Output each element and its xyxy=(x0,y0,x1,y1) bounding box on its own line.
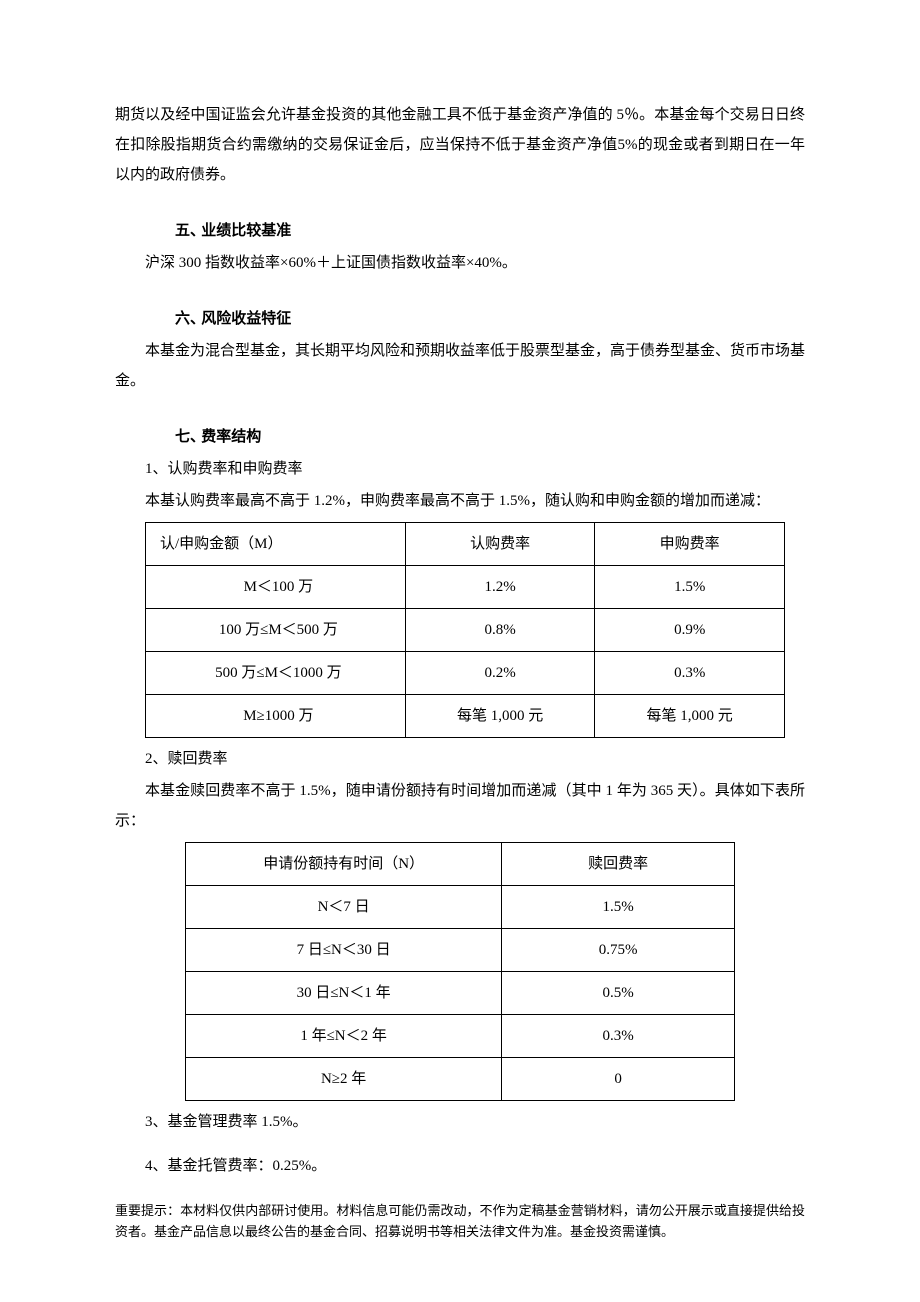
fee-item-2-body: 本基金赎回费率不高于 1.5%，随申请份额持有时间增加而递减（其中 1 年为 3… xyxy=(115,776,805,836)
spacer xyxy=(115,1139,805,1149)
subscription-fee-table: 认/申购金额（M） 认购费率 申购费率 M＜100 万 1.2% 1.5% 10… xyxy=(145,522,785,738)
t2-r4-c1: 1 年≤N＜2 年 xyxy=(186,1015,502,1058)
t1-r1-c2: 1.2% xyxy=(405,566,595,609)
section-7-head: 七、 费率结构 xyxy=(115,422,805,452)
t2-r4-c2: 0.3% xyxy=(502,1015,735,1058)
t2-r3-c2: 0.5% xyxy=(502,972,735,1015)
t2-r2-c1: 7 日≤N＜30 日 xyxy=(186,929,502,972)
t2-r3-c1: 30 日≤N＜1 年 xyxy=(186,972,502,1015)
table-row: 500 万≤M＜1000 万 0.2% 0.3% xyxy=(146,652,785,695)
table-row: 认/申购金额（M） 认购费率 申购费率 xyxy=(146,523,785,566)
table-row: 1 年≤N＜2 年 0.3% xyxy=(186,1015,735,1058)
table-row: 100 万≤M＜500 万 0.8% 0.9% xyxy=(146,609,785,652)
t1-head-c2: 认购费率 xyxy=(405,523,595,566)
t1-r4-c2: 每笔 1,000 元 xyxy=(405,695,595,738)
t1-r3-c1: 500 万≤M＜1000 万 xyxy=(146,652,406,695)
section-5-title: 业绩比较基准 xyxy=(201,223,291,239)
t1-r4-c3: 每笔 1,000 元 xyxy=(595,695,785,738)
fee-item-1-body: 本基认购费率最高不高于 1.2%，申购费率最高不高于 1.5%，随认购和申购金额… xyxy=(115,486,805,516)
t1-r2-c2: 0.8% xyxy=(405,609,595,652)
footer-disclaimer: 重要提示：本材料仅供内部研讨使用。材料信息可能仍需改动，不作为定稿基金营销材料，… xyxy=(115,1201,805,1243)
section-6-body: 本基金为混合型基金，其长期平均风险和预期收益率低于股票型基金，高于债券型基金、货… xyxy=(115,336,805,396)
table-row: M≥1000 万 每笔 1,000 元 每笔 1,000 元 xyxy=(146,695,785,738)
t1-r4-c1: M≥1000 万 xyxy=(146,695,406,738)
t1-r3-c3: 0.3% xyxy=(595,652,785,695)
fee-item-3-label: 3、基金管理费率 1.5%。 xyxy=(115,1107,805,1137)
section-7-title: 费率结构 xyxy=(201,429,261,445)
fee-item-4-label: 4、基金托管费率：0.25%。 xyxy=(115,1151,805,1181)
redemption-fee-table: 申请份额持有时间（N） 赎回费率 N＜7 日 1.5% 7 日≤N＜30 日 0… xyxy=(185,842,735,1101)
t2-r5-c1: N≥2 年 xyxy=(186,1058,502,1101)
table-row: 7 日≤N＜30 日 0.75% xyxy=(186,929,735,972)
t1-r1-c3: 1.5% xyxy=(595,566,785,609)
t2-r1-c1: N＜7 日 xyxy=(186,886,502,929)
section-6-num: 六、 xyxy=(145,304,198,334)
table-row: M＜100 万 1.2% 1.5% xyxy=(146,566,785,609)
t2-head-c1: 申请份额持有时间（N） xyxy=(186,843,502,886)
fee-item-1-label: 1、认购费率和申购费率 xyxy=(115,454,805,484)
section-5-head: 五、 业绩比较基准 xyxy=(115,216,805,246)
t1-r1-c1: M＜100 万 xyxy=(146,566,406,609)
t2-r5-c2: 0 xyxy=(502,1058,735,1101)
table-row: 30 日≤N＜1 年 0.5% xyxy=(186,972,735,1015)
table-row: N＜7 日 1.5% xyxy=(186,886,735,929)
t2-head-c2: 赎回费率 xyxy=(502,843,735,886)
t1-r3-c2: 0.2% xyxy=(405,652,595,695)
fee-item-2-label: 2、赎回费率 xyxy=(115,744,805,774)
section-6-title: 风险收益特征 xyxy=(201,311,291,327)
document-page: 期货以及经中国证监会允许基金投资的其他金融工具不低于基金资产净值的 5％。本基金… xyxy=(0,0,920,1302)
t2-r1-c2: 1.5% xyxy=(502,886,735,929)
section-6-head: 六、 风险收益特征 xyxy=(115,304,805,334)
section-5-num: 五、 xyxy=(145,216,198,246)
section-7-num: 七、 xyxy=(145,422,198,452)
t2-r2-c2: 0.75% xyxy=(502,929,735,972)
table-row: N≥2 年 0 xyxy=(186,1058,735,1101)
t1-head-c3: 申购费率 xyxy=(595,523,785,566)
t1-r2-c3: 0.9% xyxy=(595,609,785,652)
intro-paragraph: 期货以及经中国证监会允许基金投资的其他金融工具不低于基金资产净值的 5％。本基金… xyxy=(115,100,805,190)
t1-head-c1: 认/申购金额（M） xyxy=(146,523,406,566)
t1-r2-c1: 100 万≤M＜500 万 xyxy=(146,609,406,652)
table-row: 申请份额持有时间（N） 赎回费率 xyxy=(186,843,735,886)
section-5-body: 沪深 300 指数收益率×60%＋上证国债指数收益率×40%。 xyxy=(115,248,805,278)
